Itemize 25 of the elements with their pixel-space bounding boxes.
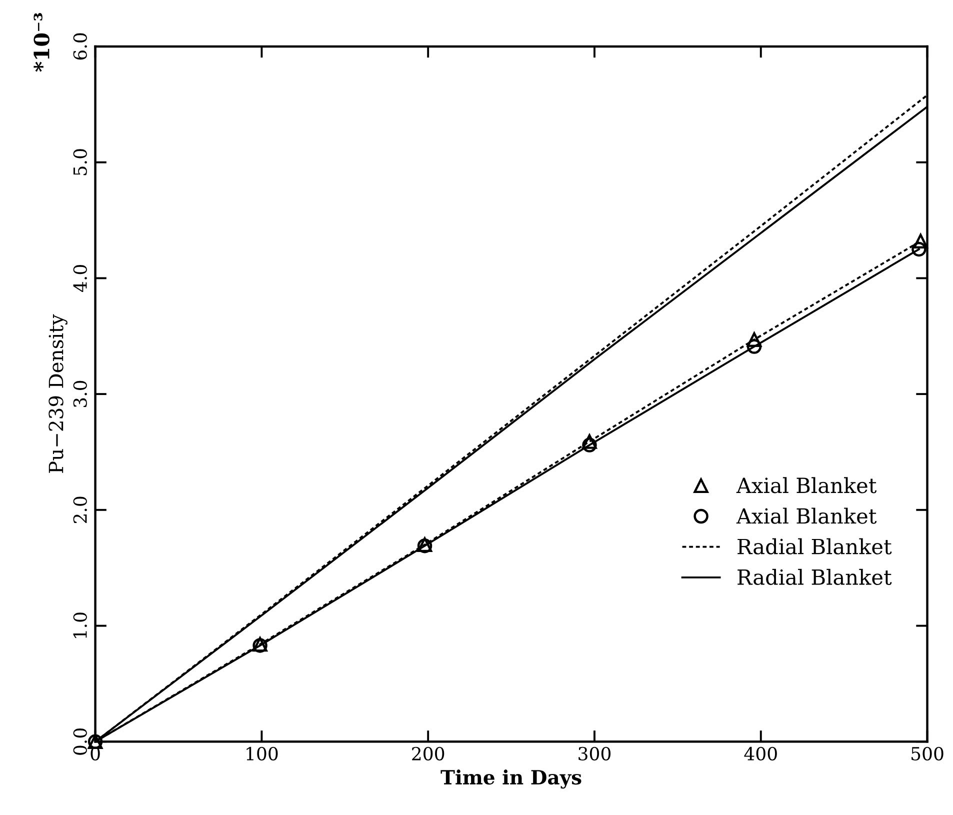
point <box>746 339 762 354</box>
x-tick-label: 300 <box>578 746 611 760</box>
y-tick-label: 4.0 <box>73 265 87 292</box>
legend-label: Radial Blanket <box>738 538 892 554</box>
point <box>582 438 597 452</box>
point <box>913 234 928 248</box>
point <box>912 242 926 257</box>
x-tick-label: 100 <box>246 746 278 760</box>
point <box>582 434 597 449</box>
point <box>746 332 762 347</box>
y-tick-label: 1.0 <box>73 612 87 638</box>
y-tick-label: 5.0 <box>73 149 87 176</box>
y-axis-title: Pu−239 Density <box>48 314 68 473</box>
x-tick-label: 500 <box>912 746 944 760</box>
x-axis-title: Time in Days <box>440 770 582 789</box>
legend-label: Radial Blanket <box>738 568 892 586</box>
y-tick-label: 3.0 <box>73 380 87 408</box>
legend-label: Axial Blanket <box>736 477 877 494</box>
y-tick-label: 6.0 <box>73 33 87 60</box>
y-tick-label: 0.0 <box>73 728 87 755</box>
text: *10⁻³ <box>34 13 50 72</box>
x-tick-label: 400 <box>744 746 777 760</box>
x-tick-label: 200 <box>412 746 444 760</box>
y-tick-label: 2.0 <box>73 496 87 524</box>
legend-label: Axial Blanket <box>736 508 877 524</box>
